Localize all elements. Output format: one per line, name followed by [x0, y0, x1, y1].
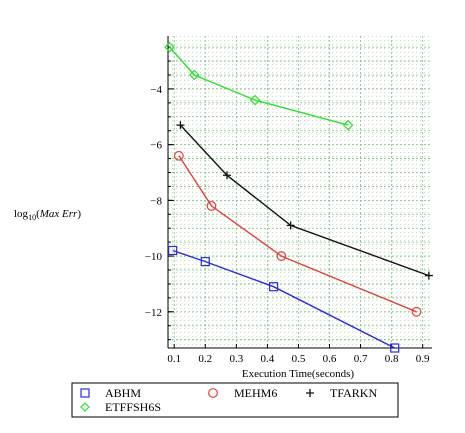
series-line-etffsh6s	[169, 46, 349, 126]
legend-diamond-marker	[80, 402, 90, 412]
x-tick-label: 0.4	[261, 353, 275, 365]
x-axis-title: Execution Time(seconds)	[242, 368, 354, 380]
data-point-tfarkn	[223, 171, 232, 180]
legend-label-abhm: ABHM	[105, 386, 141, 400]
legend-label-mehm6: MEHM6	[234, 386, 277, 400]
legend-entry-mehm6: MEHM6	[208, 386, 277, 400]
y-axis-ticks: −4 −6 −8 −10 −12	[145, 46, 174, 341]
x-tick-label: 0.6	[323, 353, 337, 365]
data-point-abhm	[168, 245, 178, 256]
legend-entry-tfarkn: TFARKN	[306, 386, 377, 400]
series-line-mehm6	[178, 155, 417, 313]
x-tick-label: 0.8	[385, 353, 399, 365]
data-point-abhm	[390, 343, 400, 353]
x-tick-label: 0.9	[416, 353, 430, 365]
vertical-gridlines	[173, 36, 424, 348]
data-point-etffsh6s	[342, 119, 354, 131]
series-lines	[169, 46, 430, 349]
data-point-etffsh6s	[249, 94, 261, 106]
x-axis-ticks: 0.1 0.2 0.3 0.4 0.5 0.6 0.7 0.8 0.9	[167, 344, 430, 365]
y-axis-title-arg: Max Err	[39, 208, 78, 220]
legend-circle-marker	[208, 388, 218, 398]
x-tick-label: 0.3	[229, 353, 243, 365]
x-tick-label: 0.2	[198, 353, 212, 365]
data-point-tfarkn	[176, 121, 185, 130]
legend-label-tfarkn: TFARKN	[330, 386, 377, 400]
legend-box	[71, 382, 399, 418]
series-line-abhm	[172, 249, 396, 349]
data-point-tfarkn	[286, 221, 295, 230]
y-axis-title-open: (	[36, 208, 40, 220]
legend-label-etffsh6s: ETFFSH6S	[105, 400, 161, 414]
data-point-mehm6	[276, 251, 287, 261]
data-point-mehm6	[411, 306, 422, 317]
y-tick-label: −10	[145, 251, 163, 263]
y-axis-title-close: )	[77, 208, 81, 220]
y-tick-label: −12	[145, 307, 162, 319]
legend-entry-etffsh6s: ETFFSH6S	[80, 400, 161, 414]
x-tick-label: 0.5	[292, 353, 306, 365]
y-tick-label: −8	[150, 195, 162, 207]
y-tick-label: −6	[150, 140, 162, 152]
series-line-tfarkn	[179, 124, 430, 277]
data-point-tfarkn	[424, 271, 433, 280]
legend-plus-marker	[306, 389, 314, 397]
x-tick-label: 0.1	[167, 353, 181, 365]
data-point-mehm6	[206, 201, 217, 211]
data-point-etffsh6s	[164, 41, 175, 53]
x-tick-label: 0.7	[354, 353, 368, 365]
data-point-abhm	[269, 282, 279, 292]
y-axis-title-subscript: 10	[28, 213, 36, 222]
series-markers	[164, 41, 433, 353]
data-point-etffsh6s	[189, 69, 200, 81]
minor-grid	[168, 36, 432, 348]
legend-square-marker	[80, 388, 90, 398]
y-tick-label: −4	[150, 84, 162, 96]
legend-entry-abhm: ABHM	[80, 386, 141, 400]
horizontal-gridlines	[168, 46, 432, 341]
data-point-mehm6	[173, 150, 184, 161]
data-point-abhm	[200, 257, 210, 267]
legend: ABHM MEHM6 TFARKN ETFFSH6S	[71, 382, 399, 418]
y-axis-title: log10(Max Err)	[14, 208, 81, 222]
y-axis-title-base: log	[14, 208, 29, 220]
